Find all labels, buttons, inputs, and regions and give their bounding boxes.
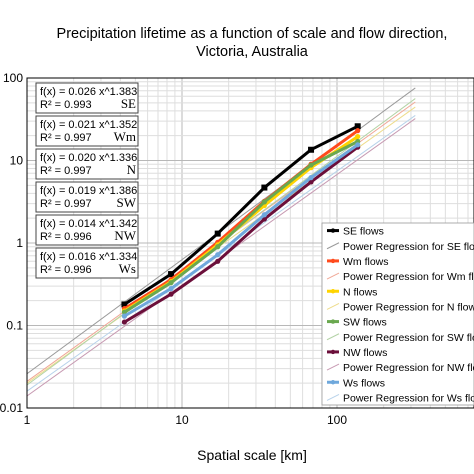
equation-formula: f(x) = 0.020 x^1.336 [40, 152, 137, 164]
plot-area-frame [26, 77, 474, 409]
equation-box-2 [35, 148, 139, 180]
series-line-5 [123, 143, 359, 318]
data-point [261, 184, 268, 191]
y-tick-label: 0.01 [0, 401, 23, 415]
data-point [168, 286, 174, 292]
legend-label: SW flows [343, 317, 387, 329]
legend-label: Power Regression for SW flows [343, 332, 474, 344]
equation-direction: SW [117, 195, 137, 210]
equation-formula: f(x) = 0.021 x^1.352 [40, 119, 137, 131]
data-point [355, 142, 361, 148]
data-point [168, 291, 174, 297]
data-point [308, 146, 315, 153]
legend-label: Power Regression for NW flows [343, 362, 474, 374]
data-point [261, 212, 267, 218]
equation-direction: NW [114, 228, 136, 243]
data-point [215, 244, 221, 250]
series-line-4 [123, 145, 359, 324]
equation-r-squared: R² = 0.997 [40, 132, 92, 144]
data-point [215, 252, 221, 258]
equation-direction: Wm [114, 129, 136, 144]
series-line-3 [123, 140, 359, 314]
legend-swatch-marker [330, 228, 336, 233]
legend-label: Power Regression for N flows [343, 301, 474, 313]
data-point [121, 313, 128, 319]
equation-box-1 [35, 115, 139, 147]
legend-swatch-regression [326, 302, 340, 310]
y-tick-label: 0.1 [6, 319, 23, 333]
series-line-1 [123, 129, 359, 310]
legend-swatch-marker [330, 349, 336, 355]
legend-box [321, 222, 474, 406]
legend-label: Wm flows [343, 256, 389, 268]
data-point [355, 133, 361, 140]
x-tick-label: 1 [24, 413, 31, 427]
equation-box-5 [35, 247, 139, 279]
legend-label: SE flows [343, 226, 384, 238]
legend-swatch-regression [326, 393, 340, 401]
equation-r-squared: R² = 0.996 [40, 264, 92, 276]
axis-tick-labels: 1 10 100 100 10 1 0.1 0.01 [0, 71, 347, 427]
equation-direction: Ws [119, 261, 136, 276]
data-point [354, 123, 361, 130]
equation-direction: N [127, 162, 137, 177]
legend-swatch-marker [330, 380, 336, 385]
x-tick-label: 10 [175, 413, 189, 427]
equation-r-squared: R² = 0.993 [40, 99, 92, 111]
data-point [214, 230, 221, 237]
data-point [215, 258, 221, 264]
data-point [261, 199, 267, 205]
y-tick-label: 1 [16, 236, 23, 250]
data-point [308, 179, 314, 185]
legend-swatch-regression [326, 363, 340, 371]
legend-label: Power Regression for Ws flows [343, 392, 474, 404]
data-point [121, 301, 128, 308]
data-point [168, 280, 174, 286]
y-tick-label: 100 [3, 71, 23, 85]
legend-swatch-marker [330, 289, 336, 294]
legend-swatch-regression [326, 242, 340, 250]
equation-formula: f(x) = 0.016 x^1.334 [40, 251, 137, 263]
legend-label: Power Regression for Wm flows [343, 271, 474, 283]
equation-box-3 [35, 181, 139, 213]
equation-box-4 [35, 214, 139, 246]
data-point [121, 309, 128, 315]
chart-title-line2: Victoria, Australia [196, 44, 309, 60]
x-tick-label: 100 [327, 413, 347, 427]
equation-formula: f(x) = 0.026 x^1.383 [40, 86, 137, 98]
data-point [355, 128, 361, 134]
equation-formula: f(x) = 0.014 x^1.342 [40, 218, 137, 230]
legend-swatch-regression [326, 272, 340, 280]
series-line-0 [123, 124, 359, 306]
data-point [168, 271, 175, 278]
data-point [308, 162, 314, 168]
equation-box-0 [35, 82, 139, 114]
y-tick-label: 10 [10, 154, 24, 168]
legend: SE flows Power Regression for SE flows Wm … [321, 222, 474, 406]
legend-swatch-regression [326, 333, 340, 341]
legend-label: Power Regression for SE flows [343, 241, 474, 253]
equation-formula: f(x) = 0.019 x^1.386 [40, 185, 137, 197]
data-point [121, 319, 128, 325]
equation-r-squared: R² = 0.997 [40, 165, 92, 177]
equation-direction: SE [121, 96, 136, 111]
chart-title-line1: Precipitation lifetime as a function of … [57, 26, 448, 42]
data-series [121, 123, 361, 325]
equation-r-squared: R² = 0.996 [40, 231, 92, 243]
legend-label: NW flows [343, 347, 387, 359]
data-point [308, 175, 314, 181]
equation-r-squared: R² = 0.997 [40, 198, 92, 210]
legend-label: Ws flows [343, 377, 385, 389]
legend-label: N flows [343, 286, 377, 298]
legend-swatch-marker [330, 319, 336, 324]
legend-swatch-marker [330, 258, 336, 264]
x-axis-label: Spatial scale [km] [197, 447, 307, 463]
